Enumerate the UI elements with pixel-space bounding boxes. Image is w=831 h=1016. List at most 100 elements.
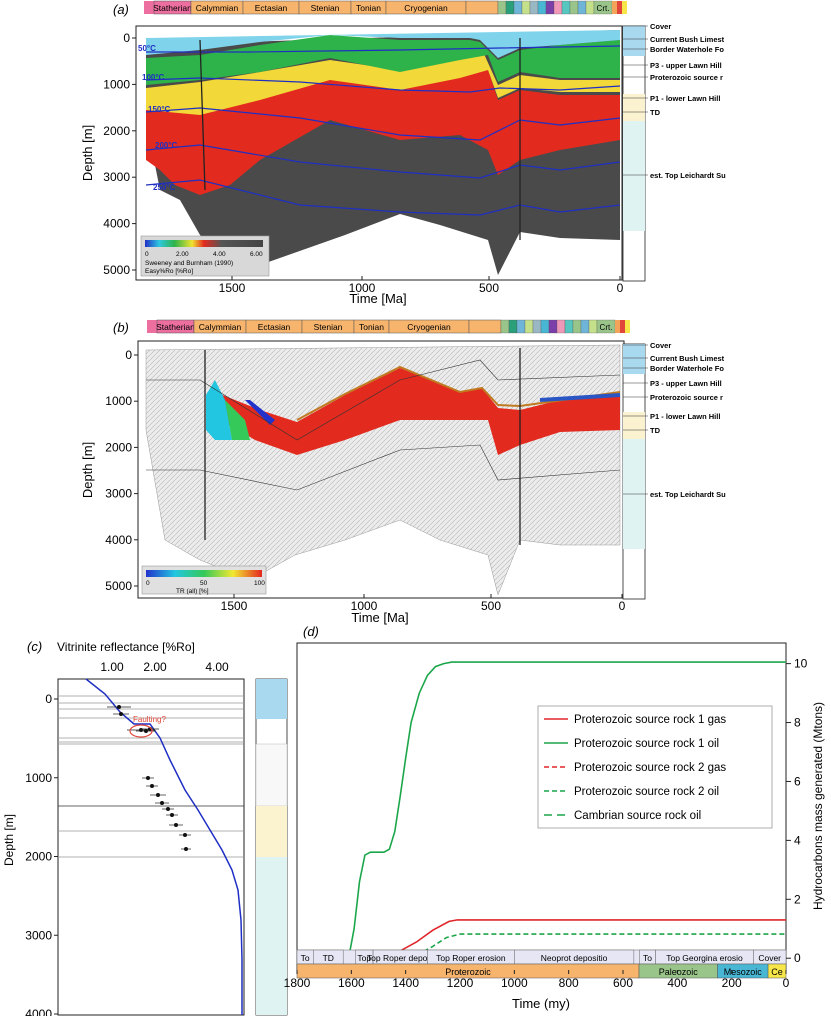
period-label: Stenian — [311, 3, 340, 13]
vr-point — [117, 705, 121, 709]
xtick-label: 1000 — [351, 599, 378, 613]
ytick-label: 4000 — [105, 533, 132, 547]
isotherm-150-label: 150°C — [148, 105, 171, 114]
era-label: Ce — [771, 967, 783, 977]
ytick-label: 8 — [794, 716, 801, 730]
panel-c-horizons — [58, 695, 244, 858]
event-label: Top Georgina erosio — [666, 953, 743, 963]
xtick-label: 0 — [617, 281, 624, 295]
strat-label: Border Waterhole Fo — [650, 364, 724, 373]
period-label: Statherian — [153, 3, 192, 13]
panel-c-strat-column — [255, 678, 288, 1016]
phanerozoic-cell — [548, 319, 558, 334]
xtick-label: 1600 — [338, 976, 365, 990]
vr-point — [156, 793, 160, 797]
ytick-label: 4000 — [25, 1007, 52, 1016]
panel-d-yticks: 0 2 4 6 8 10 — [786, 657, 808, 965]
vr-point — [146, 776, 150, 780]
isotherm-lines — [145, 45, 621, 216]
strat-basement-fill — [623, 121, 645, 231]
phanerozoic-cell — [577, 0, 587, 15]
source-rock-band — [206, 368, 620, 455]
series-line — [297, 661, 786, 959]
source-rock-blue-strip — [245, 400, 275, 425]
xtick-label: 600 — [613, 976, 633, 990]
isotherm-200-label: 200°C — [155, 141, 178, 150]
easyro-tick: 0 — [145, 251, 149, 258]
easyro-tick: 6.00 — [250, 251, 263, 258]
cenozoic-cell — [622, 1, 627, 14]
period-label: Statherian — [156, 322, 195, 332]
panel-d-era-bar: Proterozoic Paleozoic Mesozoic Ce — [296, 963, 787, 979]
xtick-label: 800 — [559, 976, 579, 990]
vr-point — [119, 712, 123, 716]
phanerozoic-cell — [500, 319, 510, 334]
xtick-label: 1400 — [392, 976, 419, 990]
cenozoic-cell — [615, 320, 620, 333]
tr-colorbar — [146, 570, 262, 577]
panel-c-yticks: 0 1000 2000 3000 4000 — [25, 692, 58, 1016]
isotherm-50-label: 50°C — [138, 44, 156, 53]
ytick-label: 1000 — [103, 77, 130, 91]
ytick-label: 5000 — [105, 579, 132, 593]
panel-a: (a) Statherian Calymmian Ectasian Stenian To… — [80, 0, 726, 306]
period-label: Stenian — [314, 322, 343, 332]
phanerozoic-cell — [553, 0, 563, 15]
strat-label: est. Top Leichardt Su — [650, 490, 726, 499]
strat-label: P1 - lower Lawn Hill — [650, 94, 720, 103]
ytick-label: 3000 — [25, 928, 52, 942]
strat-label: P1 - lower Lawn Hill — [650, 412, 720, 421]
xtick-label: 1500 — [221, 599, 248, 613]
panel-d-ylabel: Hydrocarbons mass generated (Mtons) — [811, 702, 825, 910]
vr-point — [184, 847, 188, 851]
ytick-label: 1000 — [25, 771, 52, 785]
panel-b-ylabel: Depth [m] — [80, 442, 95, 498]
period-label: Ectasian — [255, 3, 288, 13]
ytick-label: 5000 — [103, 263, 130, 277]
phanerozoic-cell — [505, 0, 515, 15]
faulting-annotation: Faulting? — [133, 715, 166, 724]
ytick-label: 6 — [794, 774, 801, 788]
phanerozoic-cell — [572, 319, 582, 334]
vr-data-points — [107, 705, 191, 851]
legend-label: Proterozoic source rock 2 gas — [574, 762, 726, 774]
panel-c-xtick: 2.00 — [143, 660, 167, 674]
panel-c-ylabel: Depth [m] — [2, 814, 16, 866]
vr-point — [139, 728, 143, 732]
legend-box — [537, 705, 773, 829]
xtick-label: 500 — [481, 599, 501, 613]
phanerozoic-cell — [561, 0, 571, 15]
xtick-label: 400 — [667, 976, 687, 990]
period-cell-statherian-pre — [144, 1, 154, 14]
phanerozoic-cell — [580, 319, 590, 334]
period-label: Ectasian — [258, 322, 291, 332]
phanerozoic-cell — [537, 0, 547, 15]
isotherm-100-label: 100°C — [142, 73, 165, 82]
panel-c: (c) Vitrinite reflectance [%Ro] 1.00 2.0… — [2, 639, 288, 1016]
ytick-label: 3000 — [105, 487, 132, 501]
panel-a-xticks: 1500 1000 500 0 — [219, 276, 624, 295]
phanerozoic-cell — [516, 319, 526, 334]
strat-label: TD — [650, 108, 661, 117]
event-label: TD — [323, 953, 334, 963]
vr-point — [183, 833, 187, 837]
vr-point — [174, 823, 178, 827]
ytick-label: 4 — [794, 833, 801, 847]
panel-b: (b) Statherian Calymmian Ectasian Stenian To… — [80, 319, 726, 625]
panel-b-label: (b) — [113, 320, 129, 335]
vr-point — [150, 784, 154, 788]
easyro-ref: Sweeney and Burnham (1990) — [145, 260, 233, 267]
tr-tick: 50 — [200, 580, 208, 587]
source-rock-mid-tr — [225, 400, 250, 440]
strat-water-fill — [623, 344, 645, 374]
panel-a-label: (a) — [113, 2, 129, 17]
period-label: Cryogenian — [407, 322, 451, 332]
phanerozoic-cell — [532, 319, 542, 334]
xtick-label: 1000 — [501, 976, 528, 990]
strat-label: Proterozoic source r — [650, 73, 723, 82]
panel-c-title: Vitrinite reflectance [%Ro] — [57, 640, 195, 654]
crt-label: Crt. — [600, 323, 613, 332]
ytick-label: 0 — [125, 348, 132, 362]
crt-label: Crt. — [597, 4, 610, 13]
